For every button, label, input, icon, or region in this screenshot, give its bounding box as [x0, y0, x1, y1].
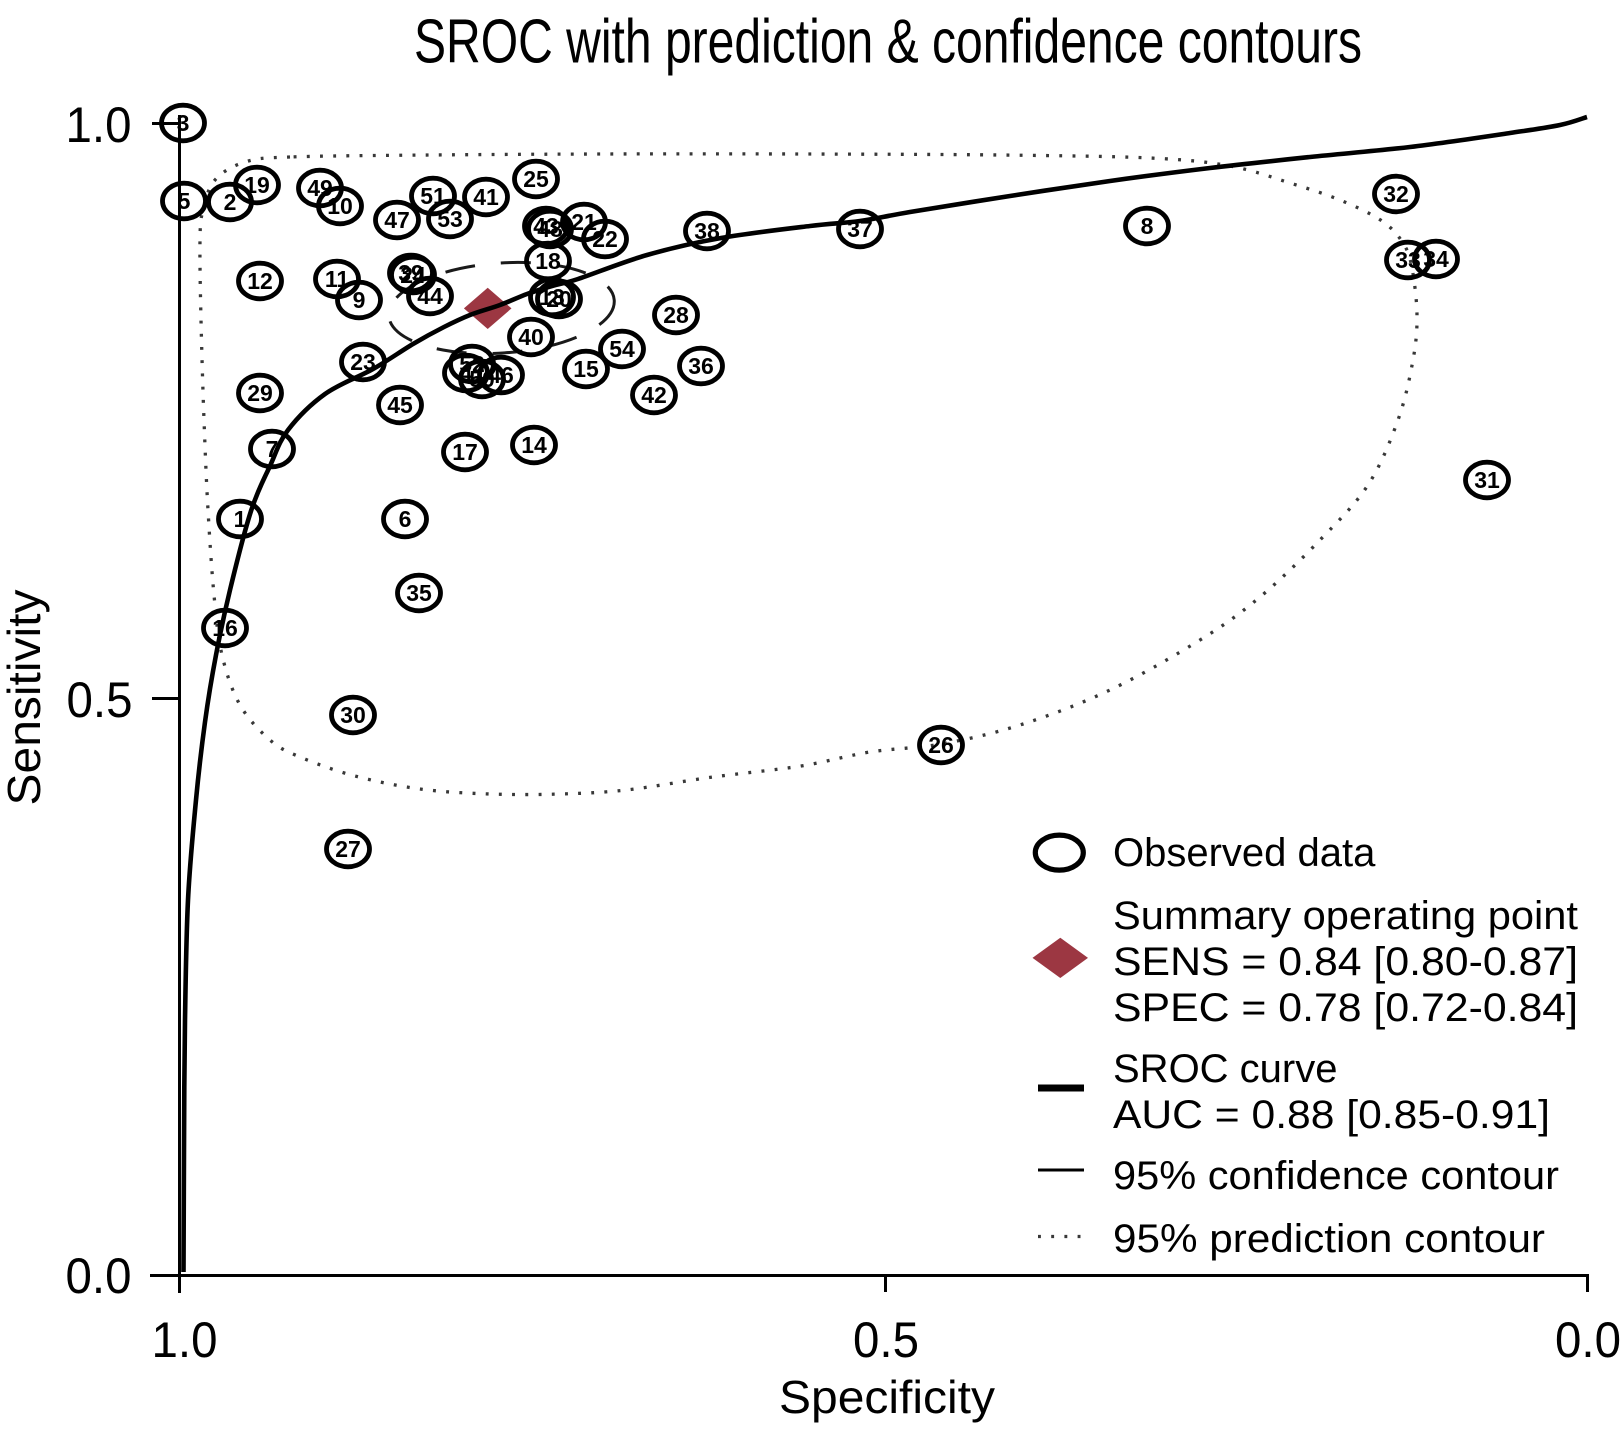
svg-text:18: 18 [535, 248, 561, 274]
svg-text:8: 8 [1141, 213, 1154, 239]
svg-text:3: 3 [177, 110, 190, 136]
svg-text:31: 31 [1474, 467, 1500, 493]
svg-text:27: 27 [335, 836, 361, 862]
svg-text:51: 51 [420, 183, 446, 209]
svg-text:47: 47 [384, 207, 410, 233]
svg-text:15: 15 [573, 356, 599, 382]
svg-text:48: 48 [537, 216, 563, 242]
svg-text:19: 19 [244, 172, 270, 198]
svg-text:52: 52 [459, 351, 485, 377]
svg-text:54: 54 [609, 336, 635, 362]
svg-text:Observed data: Observed data [1113, 831, 1376, 875]
svg-text:30: 30 [340, 702, 366, 728]
svg-text:SROC curve: SROC curve [1113, 1047, 1338, 1091]
svg-text:32: 32 [1383, 181, 1409, 207]
svg-text:1.0: 1.0 [66, 97, 132, 153]
svg-text:46: 46 [488, 362, 514, 388]
svg-text:95% prediction contour: 95% prediction contour [1113, 1217, 1545, 1261]
svg-text:23: 23 [350, 349, 376, 375]
svg-text:50: 50 [469, 366, 495, 392]
svg-text:16: 16 [212, 615, 238, 641]
svg-text:0.5: 0.5 [853, 1312, 919, 1368]
svg-text:42: 42 [641, 382, 667, 408]
svg-text:25: 25 [523, 166, 549, 192]
svg-text:1: 1 [234, 506, 247, 532]
svg-text:0.0: 0.0 [66, 1248, 132, 1304]
svg-text:24: 24 [400, 262, 426, 288]
svg-text:40: 40 [518, 324, 544, 350]
svg-text:49: 49 [307, 175, 333, 201]
svg-text:0.5: 0.5 [67, 672, 133, 728]
svg-text:43: 43 [533, 213, 559, 239]
svg-text:38: 38 [694, 218, 720, 244]
svg-text:29: 29 [247, 380, 273, 406]
svg-text:5: 5 [178, 188, 191, 214]
svg-text:21: 21 [571, 209, 597, 235]
svg-text:7: 7 [266, 436, 279, 462]
svg-text:95% confidence contour: 95% confidence contour [1113, 1154, 1559, 1198]
svg-text:4: 4 [460, 360, 473, 386]
svg-text:Specificity: Specificity [779, 1371, 995, 1423]
svg-text:1.0: 1.0 [152, 1312, 218, 1368]
svg-text:35: 35 [406, 580, 432, 606]
svg-text:6: 6 [399, 506, 412, 532]
svg-text:34: 34 [1423, 246, 1449, 272]
svg-text:9: 9 [353, 287, 366, 313]
svg-text:12: 12 [247, 268, 273, 294]
svg-text:0.0: 0.0 [1555, 1312, 1620, 1368]
svg-text:SENS = 0.84 [0.80-0.87]: SENS = 0.84 [0.80-0.87] [1113, 940, 1578, 984]
svg-text:11: 11 [325, 266, 350, 292]
svg-text:Sensitivity: Sensitivity [0, 590, 50, 806]
svg-text:33: 33 [1395, 247, 1421, 273]
svg-text:AUC = 0.88 [0.85-0.91]: AUC = 0.88 [0.85-0.91] [1113, 1093, 1550, 1137]
svg-text:13: 13 [539, 284, 565, 310]
svg-text:44: 44 [417, 283, 443, 309]
svg-text:45: 45 [387, 392, 413, 418]
svg-text:28: 28 [663, 302, 689, 328]
svg-text:2: 2 [224, 189, 237, 215]
svg-text:SPEC = 0.78 [0.72-0.84]: SPEC = 0.78 [0.72-0.84] [1113, 986, 1578, 1030]
svg-text:17: 17 [452, 439, 478, 465]
svg-text:41: 41 [473, 184, 499, 210]
svg-text:36: 36 [688, 353, 714, 379]
svg-text:10: 10 [327, 193, 353, 219]
svg-text:22: 22 [592, 226, 618, 252]
svg-text:20: 20 [546, 286, 572, 312]
svg-text:SROC with prediction & confide: SROC with prediction & confidence contou… [414, 8, 1362, 77]
svg-text:39: 39 [398, 260, 424, 286]
svg-text:53: 53 [437, 206, 463, 232]
svg-text:Summary operating point: Summary operating point [1113, 894, 1578, 938]
svg-text:14: 14 [521, 432, 547, 458]
svg-text:37: 37 [847, 216, 873, 242]
svg-text:26: 26 [928, 732, 954, 758]
